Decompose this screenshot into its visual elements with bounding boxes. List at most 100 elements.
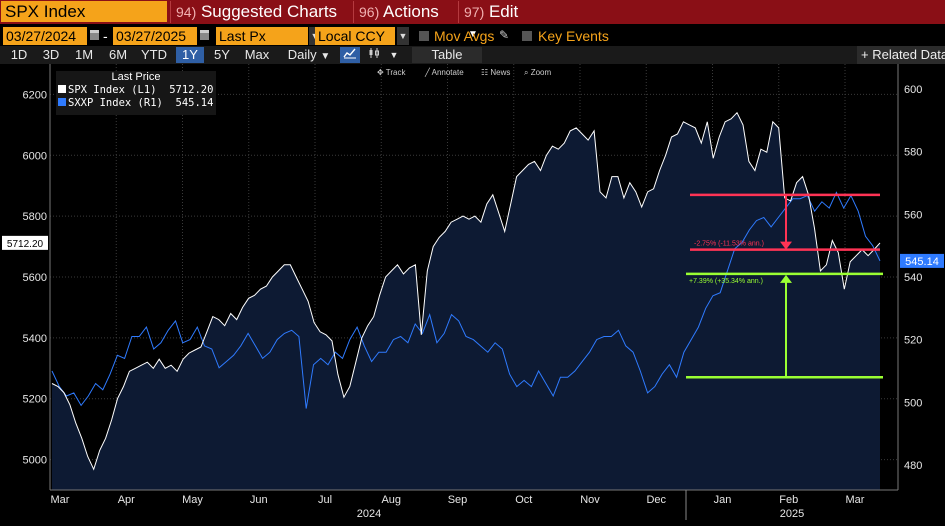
caret-down-icon: ▼: [468, 28, 478, 40]
legend-value: 5712.20: [169, 84, 214, 96]
spx-area-fill: [52, 112, 880, 490]
right-tick-label: 520: [904, 335, 922, 347]
range-1d-button[interactable]: 1D: [10, 47, 28, 62]
right-tick-label: 480: [904, 460, 922, 472]
menu-label: Edit: [488, 2, 519, 21]
right-tick-label: 540: [904, 272, 922, 284]
x-tick-label: Mar: [846, 494, 865, 506]
zoom-tool[interactable]: ⌕ Zoom: [524, 67, 551, 78]
spx-change-arrow-head: [780, 241, 792, 250]
chart-controls-row: 03/27/2024 - 03/27/2025 Last Px ▼ Local …: [0, 27, 945, 46]
x-tick-label: Jul: [318, 494, 332, 506]
key-events-label: Key Events: [538, 28, 609, 44]
spx-last-value-text: 5712.20: [7, 239, 44, 250]
range-max-button[interactable]: Max: [244, 47, 270, 62]
x-tick-label: Sep: [448, 494, 468, 506]
annotate-label: Annotate: [431, 68, 464, 77]
range-5y-button[interactable]: 5Y: [214, 47, 230, 62]
frequency-select[interactable]: Daily ▼: [280, 47, 338, 63]
calendar-icon[interactable]: [90, 30, 99, 40]
right-tick-label: 580: [904, 147, 922, 159]
range-6m-button[interactable]: 6M: [108, 47, 128, 62]
left-tick-label: 6200: [23, 89, 47, 101]
legend-swatch: [58, 98, 66, 106]
sxxp-change-label: +7.39% (+35.34% ann.): [689, 278, 763, 285]
legend-value: 545.14: [175, 97, 214, 109]
year-label: 2025: [780, 508, 804, 520]
actions-menu[interactable]: 96) Actions ▼: [353, 1, 455, 40]
price-chart: 5000 5200 5400 5600 5800 6000 6200 480 500 520 540…: [2, 64, 944, 520]
move-icon: ✥: [377, 68, 384, 77]
range-3d-button[interactable]: 3D: [42, 47, 60, 62]
sxxp-last-value-tag: [900, 253, 944, 268]
spx-change-label: -2.75% (-11.53% ann.): [694, 241, 764, 248]
news-tool[interactable]: ☷ News: [481, 67, 510, 78]
ticker-input[interactable]: SPX Index: [1, 1, 167, 22]
table-button[interactable]: Table: [412, 47, 482, 63]
end-date-field[interactable]: 03/27/2025: [113, 27, 197, 45]
frequency-label: Daily: [287, 47, 317, 62]
caret-down-icon: ▼: [320, 51, 331, 62]
left-tick-label: 5000: [23, 455, 47, 467]
legend-series-name: SXXP Index: [68, 97, 132, 109]
range-1y-button[interactable]: 1Y: [176, 47, 204, 63]
left-tick-label: 6000: [23, 150, 47, 162]
line-chart-icon[interactable]: [340, 47, 360, 63]
left-tick-label: 5400: [23, 333, 47, 345]
legend-axis: (R1): [137, 97, 163, 109]
sxxp-last-value-text: 545.14: [905, 256, 939, 268]
legend-row-spx: SPX Index (L1) 5712.20: [56, 84, 216, 97]
range-toolbar: 1D 3D 1M 6M YTD 1Y 5Y Max Daily ▼ ▼ Tabl…: [0, 46, 945, 64]
zoom-label: Zoom: [530, 68, 552, 77]
chevron-down-icon[interactable]: ▼: [397, 27, 409, 45]
x-tick-label: Aug: [381, 494, 401, 506]
left-tick-label: 5800: [23, 211, 47, 223]
key-events-checkbox[interactable]: [522, 31, 532, 41]
mov-avgs-label: Mov Avgs: [434, 28, 495, 44]
track-tool[interactable]: ✥ Track: [377, 67, 405, 78]
sxxp-change-arrow-head: [780, 274, 792, 283]
pencil-icon[interactable]: ✎: [499, 28, 510, 42]
x-tick-label: Mar: [51, 494, 70, 506]
track-label: Track: [385, 68, 406, 77]
x-tick-label: Jun: [250, 494, 268, 506]
chart-legend[interactable]: Last Price SPX Index (L1) 5712.20 SXXP I…: [56, 71, 216, 115]
right-tick-label: 500: [904, 397, 922, 409]
suggested-charts-menu[interactable]: 94) Suggested Charts ▼: [170, 1, 350, 40]
currency-select[interactable]: Local CCY: [315, 27, 395, 45]
left-tick-label: 5200: [23, 394, 47, 406]
mov-avgs-checkbox[interactable]: [419, 31, 429, 41]
edit-menu[interactable]: 97) Edit ▼: [458, 1, 536, 40]
price-field-select[interactable]: Last Px: [216, 27, 308, 45]
calendar-icon[interactable]: [200, 30, 209, 40]
x-tick-label: Oct: [515, 494, 532, 506]
legend-row-sxxp: SXXP Index (R1) 545.14: [56, 97, 216, 110]
menu-number: 97): [464, 4, 485, 20]
spx-series-line: [51, 111, 881, 471]
legend-axis: (L1): [131, 84, 157, 96]
zoom-icon: ⌕: [524, 68, 529, 77]
x-tick-label: Feb: [779, 494, 798, 506]
annotate-icon: ╱: [425, 68, 430, 77]
candlestick-icon[interactable]: [364, 47, 384, 63]
range-1m-button[interactable]: 1M: [74, 47, 94, 62]
x-tick-label: Jan: [714, 494, 732, 506]
chevron-down-icon[interactable]: ▼: [389, 50, 399, 60]
right-tick-label: 560: [904, 209, 922, 221]
related-data-button[interactable]: + Related Data: [857, 46, 945, 64]
x-tick-label: Nov: [580, 494, 600, 506]
start-date-field[interactable]: 03/27/2024: [3, 27, 87, 45]
menu-label: Suggested Charts: [200, 2, 338, 21]
menu-label: Actions: [383, 2, 439, 21]
news-icon: ☷: [481, 68, 489, 77]
date-separator: -: [103, 28, 108, 44]
range-ytd-button[interactable]: YTD: [141, 47, 167, 62]
x-tick-label: Dec: [646, 494, 666, 506]
legend-swatch: [58, 85, 66, 93]
right-tick-label: 600: [904, 84, 922, 96]
x-tick-label: Apr: [118, 494, 135, 506]
chart-area[interactable]: 5000 5200 5400 5600 5800 6000 6200 480 500 520 540…: [0, 64, 945, 521]
news-label: News: [490, 68, 511, 77]
annotate-tool[interactable]: ╱ Annotate: [425, 67, 464, 78]
top-menu-bar: SPX Index 94) Suggested Charts ▼ 96) Act…: [0, 0, 945, 40]
